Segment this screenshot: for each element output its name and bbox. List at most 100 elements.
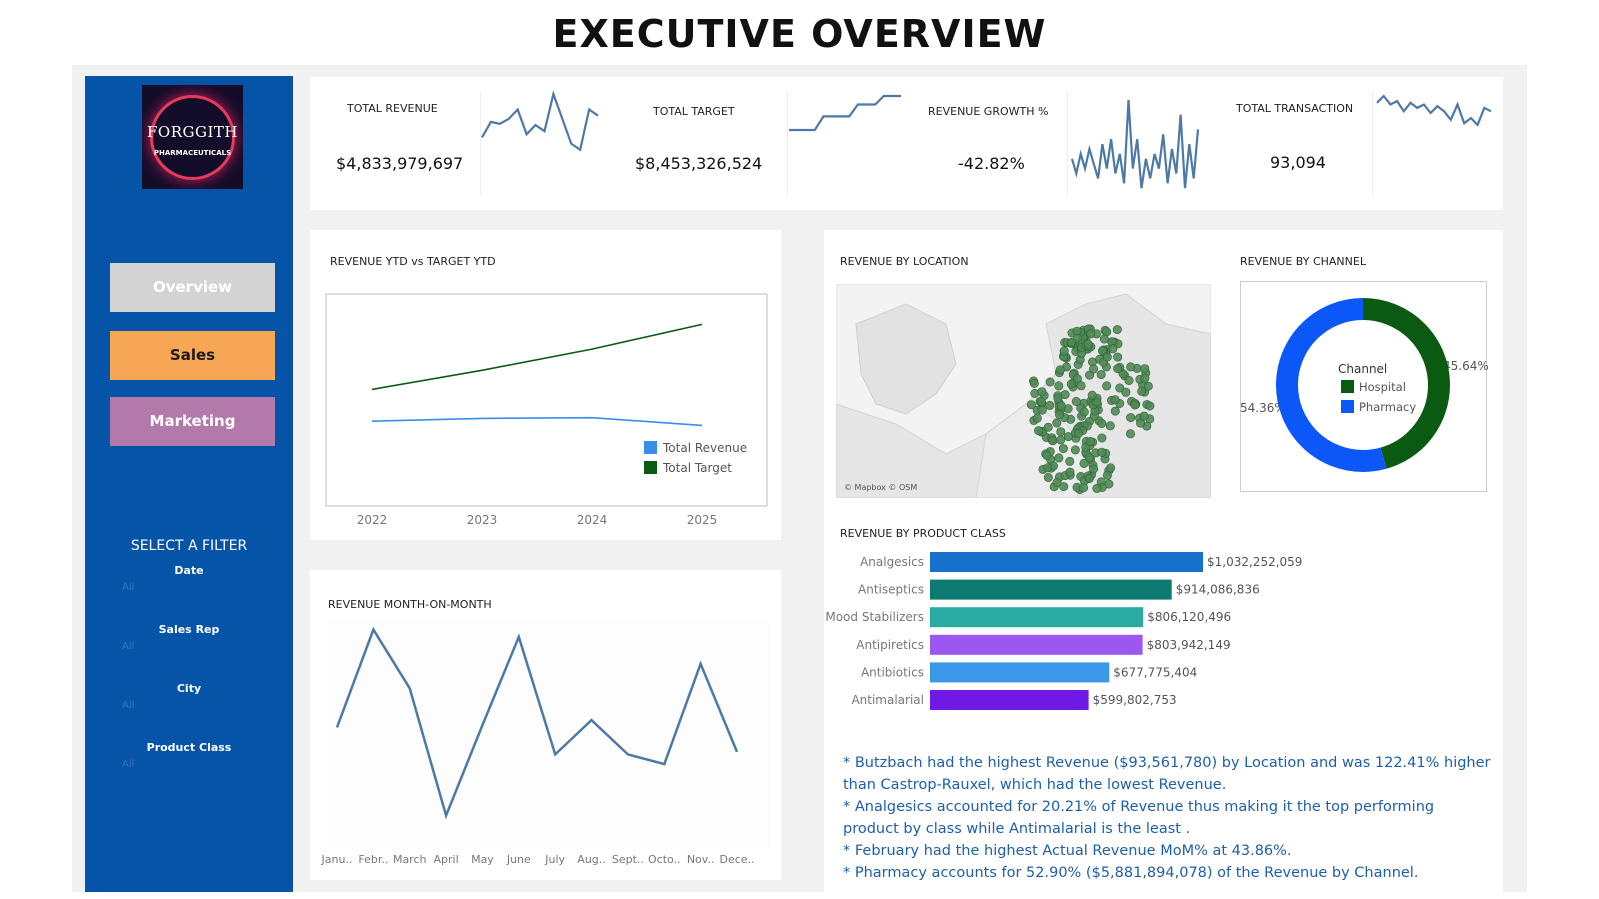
map-marker[interactable] bbox=[1070, 445, 1080, 455]
map-marker[interactable] bbox=[1043, 422, 1053, 432]
map-marker[interactable] bbox=[1043, 473, 1053, 483]
map-marker[interactable] bbox=[1136, 418, 1146, 428]
map-marker[interactable] bbox=[1085, 453, 1095, 463]
map-marker[interactable] bbox=[1052, 478, 1062, 488]
bar-mood-stabilizers[interactable] bbox=[930, 607, 1144, 628]
map-marker[interactable] bbox=[1081, 442, 1091, 452]
map-marker[interactable] bbox=[1130, 400, 1140, 410]
map-marker[interactable] bbox=[1086, 437, 1096, 447]
map-marker[interactable] bbox=[1110, 395, 1120, 405]
map-marker[interactable] bbox=[1056, 427, 1066, 437]
date-filter[interactable]: All bbox=[122, 582, 135, 593]
map-marker[interactable] bbox=[1097, 419, 1107, 429]
map-marker[interactable] bbox=[1137, 386, 1147, 396]
map-marker[interactable] bbox=[1074, 429, 1084, 439]
map-marker[interactable] bbox=[1072, 374, 1082, 384]
map-marker[interactable] bbox=[1052, 418, 1062, 428]
bar-analgesics[interactable] bbox=[930, 552, 1203, 572]
city-filter[interactable]: All bbox=[122, 700, 135, 711]
map-marker[interactable] bbox=[1097, 433, 1107, 443]
map-marker[interactable] bbox=[1026, 400, 1036, 410]
bar-antiseptics[interactable] bbox=[930, 579, 1172, 600]
location-map[interactable]: © Mapbox © OSM bbox=[836, 284, 1211, 498]
map-marker[interactable] bbox=[1048, 436, 1058, 446]
map-marker[interactable] bbox=[1076, 381, 1086, 391]
map-marker[interactable] bbox=[1034, 426, 1044, 436]
map-marker[interactable] bbox=[1092, 483, 1102, 493]
map-marker[interactable] bbox=[1083, 339, 1093, 349]
map-marker[interactable] bbox=[1055, 365, 1065, 375]
bar-antimalarial[interactable] bbox=[930, 690, 1089, 710]
map-marker[interactable] bbox=[1096, 370, 1106, 380]
map-marker[interactable] bbox=[1102, 381, 1112, 391]
map-marker[interactable] bbox=[1036, 397, 1046, 407]
map-marker[interactable] bbox=[1055, 410, 1065, 420]
map-marker[interactable] bbox=[1045, 377, 1055, 387]
map-marker[interactable] bbox=[1112, 325, 1122, 335]
map-marker[interactable] bbox=[1079, 483, 1089, 493]
sales-rep-filter[interactable]: All bbox=[122, 641, 135, 652]
map-marker[interactable] bbox=[1108, 344, 1118, 354]
map-marker[interactable] bbox=[1126, 413, 1136, 423]
map-marker[interactable] bbox=[1113, 364, 1123, 374]
map-marker[interactable] bbox=[1097, 346, 1107, 356]
map-marker[interactable] bbox=[1066, 337, 1076, 347]
map-marker[interactable] bbox=[1121, 387, 1131, 397]
donut-slice-pharmacy[interactable] bbox=[1276, 298, 1450, 472]
product-class-filter[interactable]: All bbox=[122, 759, 135, 770]
map-marker[interactable] bbox=[1042, 450, 1052, 460]
map-marker[interactable] bbox=[1060, 390, 1070, 400]
map-marker[interactable] bbox=[1056, 435, 1066, 445]
map-marker[interactable] bbox=[1065, 456, 1075, 466]
map-marker[interactable] bbox=[1037, 387, 1047, 397]
map-marker[interactable] bbox=[1058, 444, 1068, 454]
map-marker[interactable] bbox=[1092, 397, 1102, 407]
map-marker[interactable] bbox=[1056, 401, 1066, 411]
map-marker[interactable] bbox=[1143, 381, 1153, 391]
map-marker[interactable] bbox=[1140, 364, 1150, 374]
map-marker[interactable] bbox=[1065, 467, 1075, 477]
map-marker[interactable] bbox=[1059, 346, 1069, 356]
marketing-button[interactable]: Marketing bbox=[110, 397, 275, 446]
map-marker[interactable] bbox=[1054, 381, 1064, 391]
map-marker[interactable] bbox=[1037, 405, 1047, 415]
map-marker[interactable] bbox=[1140, 373, 1150, 383]
bar-antibiotics[interactable] bbox=[930, 662, 1110, 683]
map-marker[interactable] bbox=[1079, 407, 1089, 417]
map-marker[interactable] bbox=[1084, 474, 1094, 484]
bar-antipiretics[interactable] bbox=[930, 634, 1143, 655]
map-marker[interactable] bbox=[1071, 397, 1081, 407]
map-marker[interactable] bbox=[1032, 413, 1042, 423]
overview-button[interactable]: Overview bbox=[110, 263, 275, 312]
map-marker[interactable] bbox=[1105, 421, 1115, 431]
map-marker[interactable] bbox=[1059, 482, 1069, 492]
map-marker[interactable] bbox=[1043, 463, 1053, 473]
map-marker[interactable] bbox=[1102, 327, 1112, 337]
sales-button[interactable]: Sales bbox=[110, 331, 275, 380]
map-marker[interactable] bbox=[1089, 364, 1099, 374]
map-marker[interactable] bbox=[1079, 458, 1089, 468]
donut-legend-swatch-pharmacy bbox=[1341, 400, 1354, 413]
map-marker[interactable] bbox=[1087, 390, 1097, 400]
map-marker[interactable] bbox=[1102, 470, 1112, 480]
map-marker[interactable] bbox=[1145, 401, 1155, 411]
map-marker[interactable] bbox=[1073, 333, 1083, 343]
map-marker[interactable] bbox=[1054, 453, 1064, 463]
map-marker[interactable] bbox=[1125, 429, 1135, 439]
map-marker[interactable] bbox=[1139, 411, 1149, 421]
map-marker[interactable] bbox=[1053, 393, 1063, 403]
map-marker[interactable] bbox=[1110, 406, 1120, 416]
map-marker[interactable] bbox=[1029, 379, 1039, 389]
map-marker[interactable] bbox=[1066, 379, 1076, 389]
map-marker[interactable] bbox=[1089, 464, 1099, 474]
map-marker[interactable] bbox=[1102, 352, 1112, 362]
map-marker[interactable] bbox=[1063, 432, 1073, 442]
map-marker[interactable] bbox=[1097, 447, 1107, 457]
map-marker[interactable] bbox=[1106, 463, 1116, 473]
map-marker[interactable] bbox=[1113, 352, 1123, 362]
map-marker[interactable] bbox=[1126, 362, 1136, 372]
map-marker[interactable] bbox=[1086, 329, 1096, 339]
map-marker[interactable] bbox=[1045, 400, 1055, 410]
map-marker[interactable] bbox=[1115, 383, 1125, 393]
map-marker[interactable] bbox=[1124, 376, 1134, 386]
